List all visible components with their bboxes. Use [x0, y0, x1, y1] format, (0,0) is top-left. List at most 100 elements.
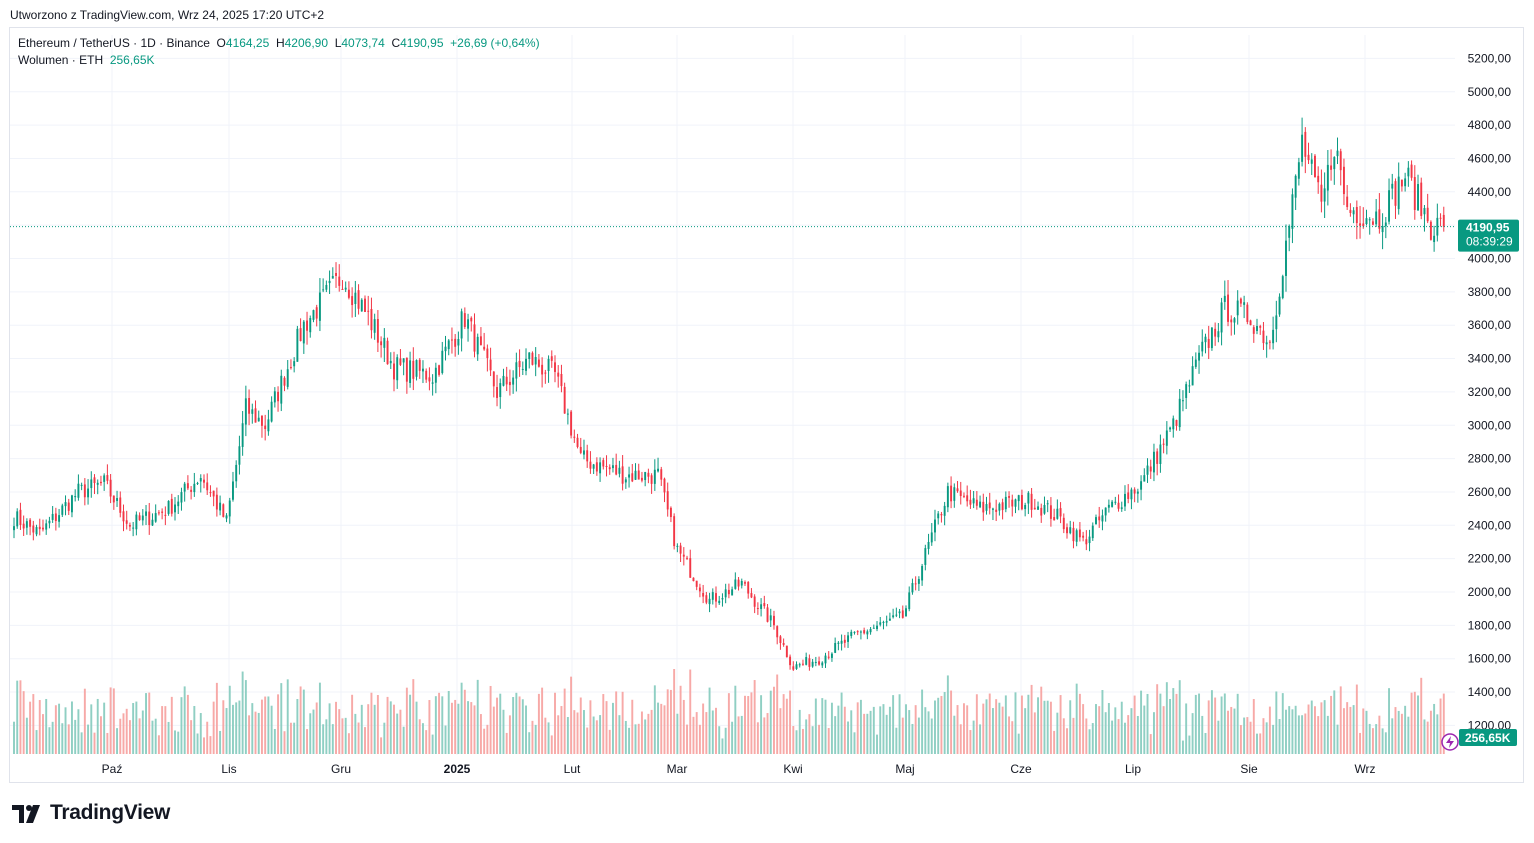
volume-bar	[444, 725, 447, 754]
volume-bar	[1091, 723, 1094, 754]
volume-bar	[1085, 718, 1088, 754]
volume-bar	[70, 701, 73, 754]
candle-body	[853, 631, 856, 633]
candle-body	[354, 292, 357, 304]
volume-bar	[776, 674, 779, 754]
candle-body	[895, 614, 898, 616]
volume-bar	[1436, 714, 1439, 754]
candle-body	[1201, 341, 1204, 352]
candle-body	[1268, 341, 1271, 343]
volume-bar	[544, 717, 547, 754]
volume-bar	[1368, 723, 1371, 754]
volume-bar	[1320, 702, 1323, 754]
candle-body	[483, 346, 486, 350]
candle-body	[119, 497, 122, 513]
candle-body	[1384, 222, 1387, 227]
candle-body	[570, 411, 573, 436]
volume-bar	[1355, 684, 1358, 754]
candle-body	[534, 357, 537, 365]
volume-bar	[1107, 703, 1110, 754]
volume-bar	[1349, 706, 1352, 754]
candle-body	[1259, 326, 1262, 328]
candle-body	[676, 545, 679, 547]
volume-bar	[331, 724, 334, 754]
volume-bar	[383, 722, 386, 754]
candle-body	[1359, 223, 1362, 226]
candle-body	[1243, 302, 1246, 305]
candle-body	[557, 372, 560, 377]
candle-body	[1169, 427, 1172, 430]
candle-body	[1397, 176, 1400, 210]
candle-body	[1304, 131, 1307, 157]
volume-bar	[22, 691, 25, 754]
candle-body	[515, 362, 518, 379]
candle-body	[318, 292, 321, 321]
volume-bar	[1236, 693, 1239, 754]
volume-bar	[1246, 717, 1249, 754]
candle-body	[405, 357, 408, 382]
candle-body	[418, 359, 421, 371]
candle-body	[847, 635, 850, 642]
candle-body	[1281, 276, 1284, 298]
time-tick-label: Cze	[1010, 762, 1032, 776]
volume-bar	[1104, 712, 1107, 754]
volume-bar	[48, 727, 51, 754]
candle-body	[566, 413, 569, 415]
volume-bar	[995, 699, 998, 754]
candle-body	[125, 520, 128, 524]
candle-body	[489, 359, 492, 371]
candle-body	[914, 583, 917, 585]
candle-body	[1214, 328, 1217, 337]
candle-body	[1124, 493, 1126, 507]
price-tick-label: 2400,00	[1468, 518, 1512, 532]
candle-body	[579, 446, 582, 453]
candle-body	[1014, 499, 1017, 507]
volume-bar	[914, 705, 917, 754]
tradingview-logo[interactable]: TradingView	[12, 801, 170, 825]
candle-body	[90, 479, 93, 489]
volume-bar	[1423, 719, 1426, 754]
candle-body	[251, 409, 254, 414]
volume-bar	[1281, 693, 1284, 754]
volume-bar	[312, 709, 315, 754]
candle-body	[51, 513, 54, 520]
candle-body	[1117, 502, 1120, 509]
volume-bar	[418, 719, 421, 754]
candle-body	[470, 317, 473, 322]
candle-body	[1297, 162, 1300, 179]
candle-body	[888, 618, 891, 621]
volume-bar	[228, 685, 231, 754]
candle-body	[911, 583, 914, 593]
candle-body	[473, 324, 476, 352]
volume-bar	[447, 690, 450, 754]
candle-body	[225, 515, 228, 519]
volume-bar	[58, 703, 61, 754]
volume-bar	[42, 714, 44, 754]
candle-body	[1410, 164, 1413, 178]
candle-body	[686, 557, 688, 559]
volume-bar	[827, 728, 830, 754]
volume-bar	[750, 692, 753, 754]
candle-body	[634, 470, 637, 480]
volume-bar	[148, 692, 151, 754]
candle-body	[402, 358, 405, 363]
volume-bar	[357, 722, 360, 754]
candle-body	[814, 661, 817, 663]
candle-body	[660, 469, 663, 480]
candle-body	[431, 382, 434, 384]
candle-body	[463, 313, 466, 327]
candle-body	[1066, 527, 1068, 534]
lightning-icon[interactable]	[1441, 733, 1459, 751]
candle-body	[174, 504, 176, 513]
candle-body	[956, 488, 959, 492]
volume-bar	[264, 696, 267, 754]
candle-body	[170, 498, 173, 514]
candle-body	[1040, 507, 1043, 516]
candle-body	[1091, 525, 1094, 539]
volume-bar	[618, 715, 621, 754]
volume-bar	[1394, 707, 1397, 754]
candle-body	[837, 642, 840, 644]
candle-body	[58, 515, 61, 522]
candle-body	[1130, 489, 1133, 500]
